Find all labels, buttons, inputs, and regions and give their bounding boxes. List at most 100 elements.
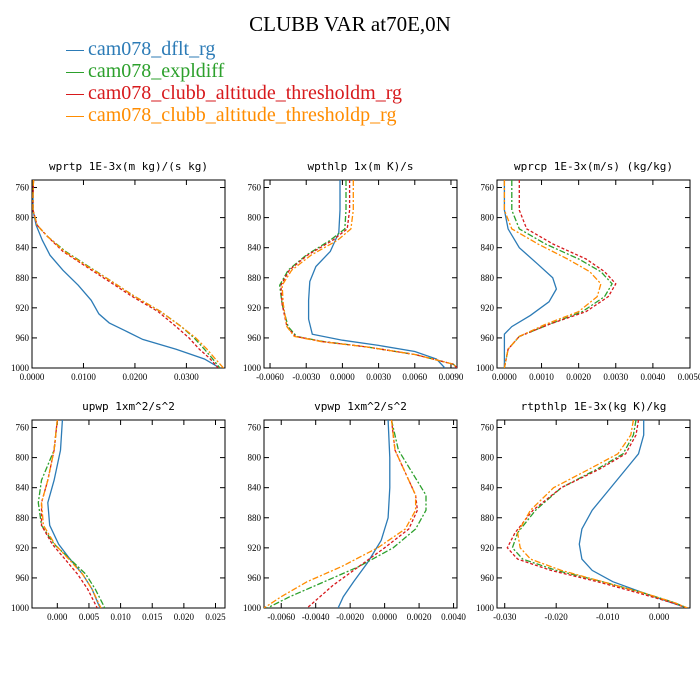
legend-entry-expldiff: cam078_expldiff — [66, 60, 402, 82]
panel-title: wprcp 1E-3x(m/s) (kg/kg) — [514, 160, 673, 173]
y-tick-label: 840 — [16, 243, 30, 253]
y-tick-label: 760 — [248, 183, 262, 193]
series-line-4 — [40, 420, 102, 608]
legend-label: cam078_expldiff — [88, 60, 225, 82]
legend-entry-dflt: cam078_dflt_rg — [66, 38, 402, 60]
series-line-4 — [503, 180, 602, 368]
series-line-1 — [32, 180, 221, 368]
series-line-1 — [47, 420, 101, 608]
y-tick-label: 920 — [248, 303, 262, 313]
legend-swatch — [66, 115, 84, 117]
y-tick-label: 840 — [248, 483, 262, 493]
x-tick-label: 0.0040 — [441, 612, 466, 622]
series-line-3 — [306, 420, 419, 608]
y-tick-label: 840 — [481, 243, 495, 253]
x-tick-label: 0.0030 — [603, 372, 628, 382]
series-line-2 — [511, 420, 688, 608]
legend-label: cam078_clubb_altitude_thresholdp_rg — [88, 104, 397, 126]
chart-panel: vpwp 1xm^2/s^2 760 800 840 880 920 960 1000 -0.0… — [243, 400, 466, 622]
chart-panel: upwp 1xm^2/s^2 760 800 840 880 920 960 1000 0.00… — [11, 400, 226, 622]
y-tick-label: 800 — [248, 453, 262, 463]
series-line-3 — [32, 180, 219, 368]
y-tick-label: 880 — [16, 513, 30, 523]
x-tick-label: 0.000 — [649, 612, 670, 622]
x-tick-label: 0.0200 — [123, 372, 148, 382]
y-tick-label: 880 — [16, 273, 30, 283]
x-tick-label: 0.025 — [205, 612, 226, 622]
x-tick-label: -0.0060 — [256, 372, 284, 382]
y-tick-label: 960 — [248, 573, 262, 583]
legend-entry-thresholdp: cam078_clubb_altitude_thresholdp_rg — [66, 104, 402, 126]
x-tick-label: 0.005 — [79, 612, 100, 622]
x-tick-label: 0.0020 — [407, 612, 432, 622]
x-tick-label: 0.0050 — [678, 372, 700, 382]
y-tick-label: 920 — [16, 303, 30, 313]
chart-panel: wpthlp 1x(m K)/s7608008408809209601000-0… — [243, 160, 464, 382]
legend: cam078_dflt_rg cam078_expldiff cam078_cl… — [66, 38, 402, 126]
y-tick-label: 920 — [481, 303, 495, 313]
y-tick-label: 760 — [16, 423, 30, 433]
y-tick-label: 920 — [481, 543, 495, 553]
y-tick-label: 840 — [16, 483, 30, 493]
panel-title: rtpthlp 1E-3x(kg K)/kg — [521, 400, 667, 413]
x-tick-label: -0.0030 — [292, 372, 320, 382]
plot-frame — [263, 179, 458, 369]
series-line-4 — [32, 180, 224, 368]
x-tick-label: 0.0020 — [566, 372, 591, 382]
x-tick-label: 0.0060 — [402, 372, 427, 382]
series-line-2 — [503, 180, 613, 368]
series-line-1 — [503, 180, 558, 368]
y-tick-label: 1000 — [243, 363, 262, 373]
plot-frame — [31, 179, 226, 369]
x-tick-label: -0.020 — [545, 612, 569, 622]
chart-panel: rtpthlp 1E-3x(kg K)/kg 760 800 840 880 920 960… — [476, 400, 691, 622]
legend-swatch — [66, 71, 84, 73]
x-tick-label: 0.000 — [47, 612, 68, 622]
y-tick-label: 880 — [481, 513, 495, 523]
panel-title: wpthlp 1x(m K)/s — [308, 160, 414, 173]
series-line-1 — [307, 180, 446, 368]
y-tick-label: 840 — [248, 243, 262, 253]
series-line-2 — [279, 180, 457, 368]
series-line-3 — [506, 420, 688, 608]
x-tick-label: 0.0010 — [529, 372, 554, 382]
legend-label: cam078_clubb_altitude_thresholdm_rg — [88, 82, 403, 104]
panel-title: wprtp 1E-3x(m kg)/(s kg) — [49, 160, 208, 173]
series-line-2 — [267, 420, 427, 608]
y-tick-label: 760 — [481, 423, 495, 433]
y-tick-label: 800 — [481, 453, 495, 463]
legend-swatch — [66, 93, 84, 95]
x-tick-label: -0.0020 — [336, 612, 364, 622]
y-tick-label: 880 — [248, 513, 262, 523]
x-tick-label: -0.0060 — [267, 612, 295, 622]
y-tick-label: 1000 — [11, 363, 30, 373]
series-line-3 — [503, 180, 617, 368]
y-tick-label: 800 — [481, 213, 495, 223]
panel-title: upwp 1xm^2/s^2 — [82, 400, 175, 413]
y-tick-label: 960 — [481, 333, 495, 343]
plot-frame — [496, 419, 691, 609]
y-tick-label: 920 — [248, 543, 262, 553]
legend-label: cam078_dflt_rg — [88, 38, 216, 60]
legend-entry-thresholdm: cam078_clubb_altitude_thresholdm_rg — [66, 82, 402, 104]
x-tick-label: -0.030 — [493, 612, 517, 622]
panel-title: vpwp 1xm^2/s^2 — [314, 400, 407, 413]
series-line-4 — [264, 420, 417, 608]
y-tick-label: 960 — [16, 333, 30, 343]
series-line-4 — [516, 420, 688, 608]
y-tick-label: 760 — [481, 183, 495, 193]
y-tick-label: 800 — [248, 213, 262, 223]
y-tick-label: 760 — [248, 423, 262, 433]
x-tick-label: 0.010 — [110, 612, 131, 622]
chart-panel: wprcp 1E-3x(m/s) (kg/kg) 760 800 840 880 920 9… — [476, 160, 700, 382]
y-tick-label: 1000 — [11, 603, 30, 613]
plot-frame — [263, 419, 458, 609]
x-tick-label: 0.0000 — [20, 372, 45, 382]
series-line-3 — [280, 180, 457, 368]
y-tick-label: 840 — [481, 483, 495, 493]
y-tick-label: 800 — [16, 453, 30, 463]
y-tick-label: 880 — [481, 273, 495, 283]
x-tick-label: 0.0040 — [641, 372, 666, 382]
